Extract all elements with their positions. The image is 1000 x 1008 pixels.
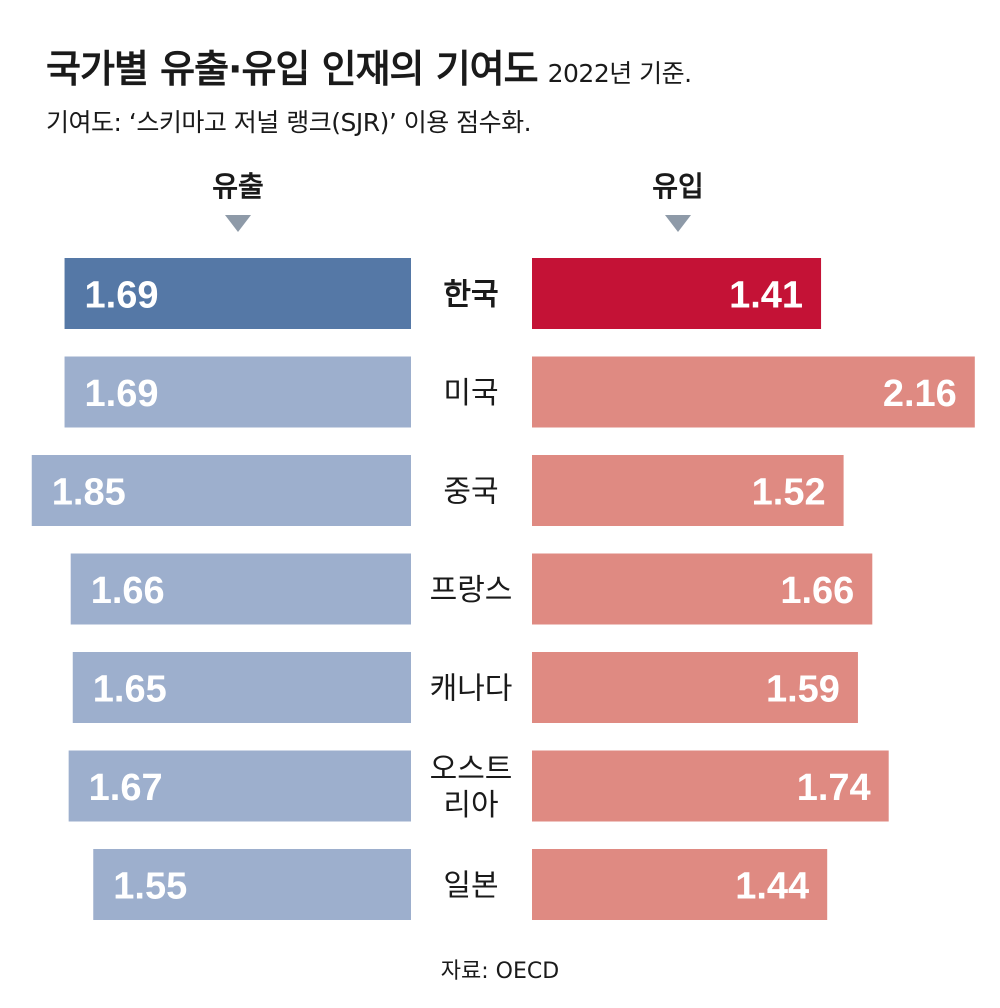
outflow-bar [64, 356, 412, 428]
outflow-column-head: 유출 [178, 165, 298, 232]
outflow-bar [31, 455, 411, 526]
inflow-value-label: 1.74 [797, 767, 871, 809]
inflow-value-label: 1.52 [752, 472, 826, 514]
outflow-bar [64, 258, 412, 329]
inflow-value-label: 2.16 [883, 373, 957, 415]
inflow-bar [532, 258, 822, 329]
down-triangle-icon [665, 215, 691, 232]
title-note: 2022년 기준. [547, 59, 693, 88]
category-label: 중국 [443, 475, 498, 510]
inflow-column-head: 유입 [618, 165, 738, 232]
title-row: 국가별 유출·유입 인재의 기여도 2022년 기준. [46, 38, 692, 93]
outflow-value-label: 1.69 [85, 373, 159, 415]
inflow-value-label: 1.66 [780, 570, 854, 612]
outflow-value-label: 1.85 [52, 472, 126, 514]
category-label: 프랑스 [430, 573, 513, 608]
outflow-head-label: 유출 [212, 170, 264, 203]
chart-title: 국가별 유출·유입 인재의 기여도 [46, 47, 539, 91]
inflow-bar [532, 455, 844, 526]
outflow-value-label: 1.66 [91, 570, 165, 612]
category-label: 오스트 [430, 752, 513, 787]
inflow-bar [532, 356, 975, 428]
category-label: 미국 [443, 376, 498, 411]
source-note: 자료: OECD [440, 959, 560, 984]
outflow-bar [93, 849, 411, 920]
inflow-value-label: 1.41 [729, 275, 803, 317]
inflow-value-label: 1.59 [766, 669, 840, 711]
chart-subtitle: 기여도: ‘스키마고 저널 랭크(SJR)’ 이용 점수화. [46, 108, 532, 137]
outflow-value-label: 1.65 [93, 669, 167, 711]
down-triangle-icon [225, 215, 251, 232]
category-label: 리아 [443, 788, 498, 823]
inflow-value-label: 1.44 [735, 866, 809, 908]
outflow-bar [72, 652, 411, 723]
outflow-value-label: 1.67 [89, 767, 163, 809]
category-label: 캐나다 [430, 672, 513, 707]
inflow-bar [532, 652, 858, 723]
category-label: 일본 [443, 869, 498, 904]
outflow-value-label: 1.55 [113, 866, 187, 908]
inflow-head-label: 유입 [652, 170, 704, 203]
inflow-bar [532, 750, 889, 822]
outflow-bar [68, 750, 412, 822]
inflow-bar [532, 849, 828, 920]
outflow-bar [70, 553, 411, 625]
category-label: 한국 [443, 278, 498, 313]
inflow-bar [532, 553, 873, 625]
outflow-value-label: 1.69 [85, 275, 159, 317]
